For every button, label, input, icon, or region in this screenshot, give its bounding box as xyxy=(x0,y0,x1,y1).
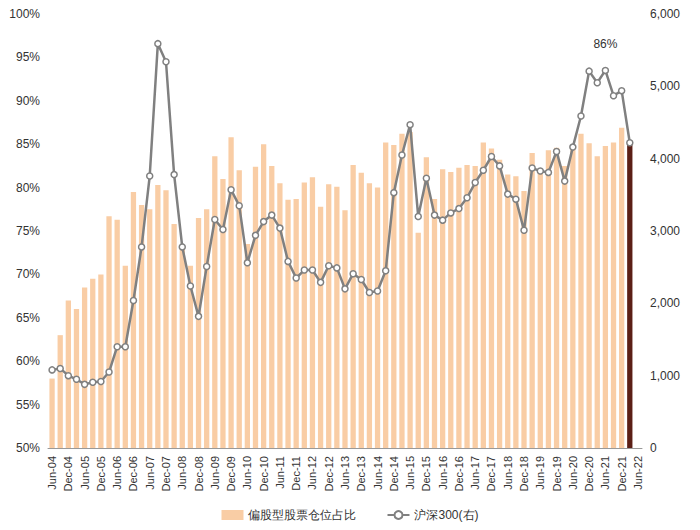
svg-text:Dec-09: Dec-09 xyxy=(225,456,237,491)
svg-text:65%: 65% xyxy=(16,311,40,325)
svg-text:Dec-13: Dec-13 xyxy=(355,456,367,491)
svg-text:75%: 75% xyxy=(16,224,40,238)
svg-text:Jun-19: Jun-19 xyxy=(534,456,546,490)
svg-text:Jun-05: Jun-05 xyxy=(79,456,91,490)
svg-text:4,000: 4,000 xyxy=(650,152,680,166)
svg-text:55%: 55% xyxy=(16,398,40,412)
svg-text:Dec-15: Dec-15 xyxy=(420,456,432,491)
svg-text:偏股型股票仓位占比: 偏股型股票仓位占比 xyxy=(248,508,356,522)
svg-text:Jun-16: Jun-16 xyxy=(437,456,449,490)
svg-text:Jun-22: Jun-22 xyxy=(632,456,644,490)
svg-text:Jun-09: Jun-09 xyxy=(209,456,221,490)
svg-text:5,000: 5,000 xyxy=(650,79,680,93)
svg-text:2,000: 2,000 xyxy=(650,296,680,310)
svg-text:沪深300(右): 沪深300(右) xyxy=(414,508,478,522)
svg-text:90%: 90% xyxy=(16,94,40,108)
svg-text:85%: 85% xyxy=(16,137,40,151)
svg-text:Dec-17: Dec-17 xyxy=(485,456,497,491)
svg-text:Jun-04: Jun-04 xyxy=(46,456,58,490)
svg-text:Jun-06: Jun-06 xyxy=(111,456,123,490)
svg-text:86%: 86% xyxy=(593,37,617,51)
svg-text:Jun-20: Jun-20 xyxy=(567,456,579,490)
svg-text:Jun-21: Jun-21 xyxy=(599,456,611,490)
svg-text:60%: 60% xyxy=(16,354,40,368)
svg-text:Jun-11: Jun-11 xyxy=(274,456,286,489)
svg-text:Dec-04: Dec-04 xyxy=(62,456,74,491)
svg-text:Jun-12: Jun-12 xyxy=(306,456,318,490)
svg-text:3,000: 3,000 xyxy=(650,224,680,238)
svg-text:Dec-11: Dec-11 xyxy=(290,456,302,491)
svg-text:Jun-13: Jun-13 xyxy=(339,456,351,490)
svg-text:Jun-15: Jun-15 xyxy=(404,456,416,490)
svg-text:6,000: 6,000 xyxy=(650,7,680,21)
svg-text:Dec-16: Dec-16 xyxy=(453,456,465,491)
svg-text:Dec-20: Dec-20 xyxy=(583,456,595,491)
svg-text:Dec-06: Dec-06 xyxy=(127,456,139,491)
svg-text:Jun-07: Jun-07 xyxy=(144,456,156,490)
svg-text:Dec-12: Dec-12 xyxy=(323,456,335,491)
svg-text:1,000: 1,000 xyxy=(650,369,680,383)
svg-text:Dec-19: Dec-19 xyxy=(551,456,563,491)
svg-text:Dec-05: Dec-05 xyxy=(95,456,107,491)
svg-text:Jun-17: Jun-17 xyxy=(469,456,481,490)
svg-text:100%: 100% xyxy=(9,7,40,21)
svg-text:50%: 50% xyxy=(16,441,40,455)
svg-text:Jun-08: Jun-08 xyxy=(176,456,188,490)
svg-text:Dec-08: Dec-08 xyxy=(193,456,205,491)
svg-text:Jun-18: Jun-18 xyxy=(502,456,514,490)
svg-text:Dec-07: Dec-07 xyxy=(160,456,172,491)
svg-text:80%: 80% xyxy=(16,181,40,195)
svg-text:Dec-14: Dec-14 xyxy=(388,456,400,491)
svg-text:0: 0 xyxy=(650,441,657,455)
svg-text:95%: 95% xyxy=(16,50,40,64)
svg-text:70%: 70% xyxy=(16,267,40,281)
svg-text:Dec-18: Dec-18 xyxy=(518,456,530,491)
svg-text:Dec-10: Dec-10 xyxy=(258,456,270,491)
svg-text:Dec-21: Dec-21 xyxy=(616,456,628,491)
svg-text:Jun-10: Jun-10 xyxy=(241,456,253,490)
svg-text:Jun-14: Jun-14 xyxy=(372,456,384,490)
